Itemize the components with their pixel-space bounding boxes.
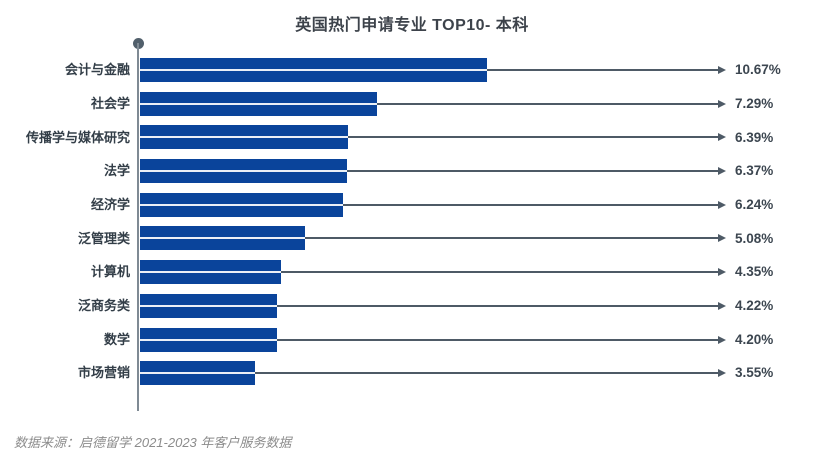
bar-row: 泛商务类 4.22% xyxy=(78,289,773,323)
bar-row: 市场营销 3.55% xyxy=(78,356,773,390)
category-label: 计算机 xyxy=(90,264,130,280)
arrow-marker-icon xyxy=(718,200,726,209)
value-label: 6.24% xyxy=(735,196,774,212)
category-label: 经济学 xyxy=(90,196,130,212)
leader-line-inner xyxy=(140,237,306,240)
leader-line-inner xyxy=(140,203,343,206)
leader-line xyxy=(305,237,719,240)
leader-line xyxy=(342,203,719,206)
leader-line xyxy=(377,102,719,105)
category-label: 数学 xyxy=(103,331,130,347)
arrow-marker-icon xyxy=(718,234,726,243)
leader-line-inner xyxy=(140,170,348,173)
value-label: 10.67% xyxy=(735,62,781,78)
leader-line-inner xyxy=(140,102,378,105)
category-label: 会计与金融 xyxy=(64,62,130,78)
arrow-marker-icon xyxy=(718,369,726,378)
leader-line-inner xyxy=(140,372,256,375)
bar-row: 传播学与媒体研究 6.39% xyxy=(26,121,773,155)
leader-line-inner xyxy=(140,304,278,307)
bar-row: 会计与金融 10.67% xyxy=(65,53,781,87)
y-axis-line xyxy=(137,43,139,411)
bar-row: 社会学 7.29% xyxy=(91,87,773,121)
arrow-marker-icon xyxy=(718,335,726,344)
leader-line xyxy=(255,372,719,375)
leader-line xyxy=(281,271,719,274)
leader-line xyxy=(487,69,719,72)
value-label: 4.20% xyxy=(735,331,774,347)
value-label: 5.08% xyxy=(735,230,774,246)
category-label: 泛管理类 xyxy=(77,230,130,246)
category-label: 市场营销 xyxy=(77,365,130,381)
bar-row: 泛管理类 5.08% xyxy=(78,222,773,256)
bar-row: 计算机 4.35% xyxy=(91,255,773,289)
category-label: 法学 xyxy=(103,163,130,179)
bar-row: 数学 4.20% xyxy=(104,323,773,357)
value-label: 6.39% xyxy=(735,129,774,145)
leader-line-inner xyxy=(140,271,282,274)
leader-line-inner xyxy=(140,338,277,341)
category-label: 泛商务类 xyxy=(77,298,130,313)
value-label: 4.22% xyxy=(735,298,774,313)
arrow-marker-icon xyxy=(718,268,726,277)
bar-rows-container: 会计与金融 10.67% 社会学 7.29% 传播学与媒体研究 6.39% 法学 6.37% 经… xyxy=(26,53,781,390)
leader-line xyxy=(347,136,719,139)
bar-row: 经济学 6.24% xyxy=(91,188,773,222)
category-label: 社会学 xyxy=(90,95,130,111)
arrow-marker-icon xyxy=(718,301,726,310)
leader-line-inner xyxy=(140,136,348,139)
bar-row: 法学 6.37% xyxy=(104,154,773,188)
arrow-marker-icon xyxy=(718,66,726,75)
value-label: 6.37% xyxy=(735,163,774,179)
leader-line xyxy=(277,304,719,307)
leader-line-inner xyxy=(140,69,487,72)
arrow-marker-icon xyxy=(718,99,726,108)
leader-line xyxy=(347,170,719,173)
category-label: 传播学与媒体研究 xyxy=(25,129,130,145)
arrow-marker-icon xyxy=(718,167,726,176)
value-label: 4.35% xyxy=(735,264,774,280)
leader-line xyxy=(276,338,719,341)
value-label: 3.55% xyxy=(735,365,774,381)
value-label: 7.29% xyxy=(735,95,774,111)
arrow-marker-icon xyxy=(718,133,726,142)
chart-title: 英国热门申请专业 TOP10- 本科 xyxy=(295,17,529,34)
source-note: 数据来源：启德留学 2021-2023 年客户服务数据 xyxy=(14,435,292,450)
